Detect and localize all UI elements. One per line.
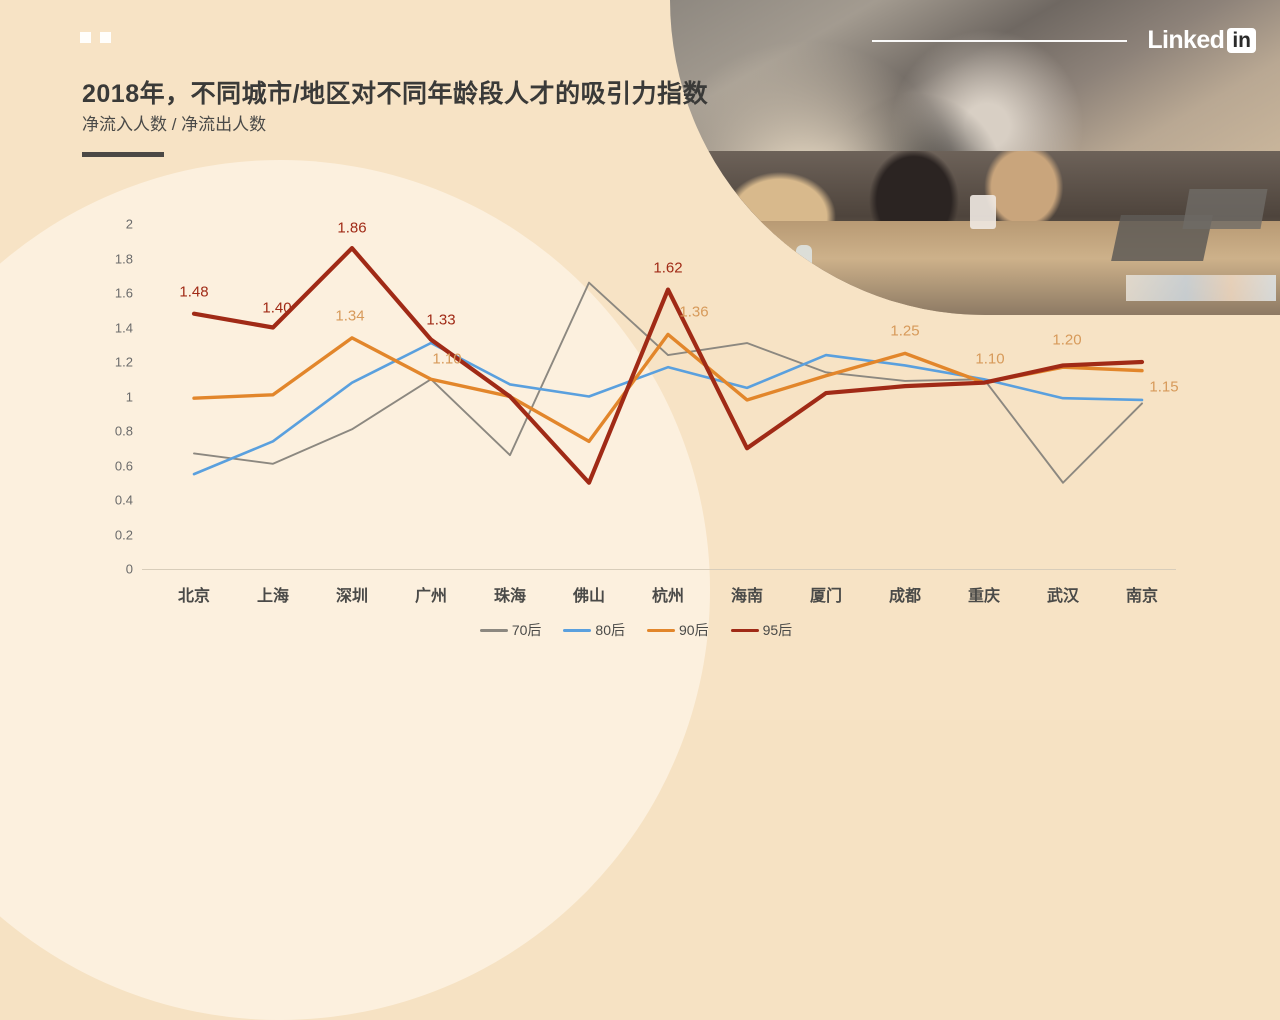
data-label: 1.40: [262, 299, 292, 316]
data-label: 1.25: [890, 322, 920, 340]
x-axis-label-深圳: 深圳: [335, 588, 369, 605]
title-underline-rule: [82, 152, 164, 157]
x-axis-label-成都: 成都: [888, 588, 922, 605]
legend-swatch-icon: [647, 628, 675, 632]
y-axis-tick: 1.2: [114, 354, 133, 370]
page-title: 2018年，不同城市/地区对不同年龄段人才的吸引力指数: [82, 80, 709, 108]
chart-baseline-axis: [142, 569, 1176, 570]
x-axis-label-珠海: 珠海: [493, 588, 527, 605]
legend-item-95后[interactable]: 95后: [730, 620, 793, 640]
decorative-dots: [80, 32, 111, 43]
decorative-dot-1: [80, 32, 91, 43]
series-line-80后: [192, 341, 1144, 476]
data-label: 1.33: [426, 311, 456, 329]
chart-x-axis-labels: 北京 上海 深圳 广州 珠海 佛山 杭州 海南 厦门 成都 重庆 武汉 南京: [142, 582, 1164, 616]
y-axis-tick: 1.8: [114, 251, 133, 266]
data-label: 1.36: [679, 303, 709, 321]
legend-swatch-icon: [563, 628, 592, 632]
data-label: 1.10: [975, 350, 1005, 368]
x-axis-label-海南: 海南: [730, 588, 764, 605]
photo-water-bottle: [796, 245, 812, 297]
y-axis-tick: 2: [125, 216, 133, 232]
series-line-95后: [191, 246, 1145, 485]
y-axis-tick: 1: [125, 389, 133, 404]
y-axis-tick: 0: [125, 561, 133, 577]
legend-label: 70后: [511, 622, 542, 638]
legend-swatch-icon: [730, 628, 759, 632]
legend-label: 80后: [595, 622, 625, 638]
data-label: 1.48: [179, 283, 209, 301]
chart-plot-area: 2 1.8 1.6 1.4 1.2 1 0.8 0.6 0.4 0.2 0 1.48 1.40 1.86 1…: [115, 217, 1179, 577]
hero-photo: [670, 0, 1280, 315]
legend-label: 95后: [762, 622, 793, 638]
x-axis-label-佛山: 佛山: [572, 588, 606, 605]
x-axis-label-上海: 上海: [256, 588, 290, 605]
legend-swatch-icon: [479, 628, 508, 632]
x-axis-label-北京: 北京: [177, 588, 211, 605]
data-label: 1.86: [337, 219, 367, 237]
y-axis-tick: 1.6: [114, 285, 133, 301]
x-axis-label-重庆: 重庆: [967, 588, 1001, 605]
legend-item-90后[interactable]: 90后: [647, 620, 709, 640]
x-axis-label-广州: 广州: [414, 588, 448, 605]
attractiveness-index-line-chart: 2 1.8 1.6 1.4 1.2 1 0.8 0.6 0.4 0.2 0 1.48 1.40 1.86 1…: [96, 210, 1179, 640]
legend-item-80后[interactable]: 80后: [563, 620, 625, 640]
x-axis-label-杭州: 杭州: [651, 588, 685, 605]
legend-label: 90后: [679, 622, 709, 638]
data-label: 1.34: [335, 307, 365, 325]
brand-name-text: Linked: [1147, 26, 1225, 54]
y-axis-tick: 0.2: [114, 527, 133, 542]
hero-photo-image: [670, 0, 1280, 315]
y-axis-tick: 0.4: [114, 492, 133, 508]
chart-lines-svg: [191, 246, 1145, 485]
x-axis-label-厦门: 厦门: [809, 588, 843, 605]
data-label: 1.62: [653, 259, 683, 277]
chart-legend: 70后 80后 90后 95后: [96, 620, 1176, 640]
y-axis-tick: 0.6: [114, 458, 133, 473]
x-axis-label-南京: 南京: [1125, 588, 1159, 605]
brand-rule: [872, 39, 1128, 42]
y-axis-tick: 1.4: [114, 320, 133, 335]
linkedin-logo: Linked in: [872, 26, 1256, 55]
data-label: 1.20: [1052, 331, 1082, 349]
y-axis-tick: 0.8: [114, 423, 133, 439]
photo-papers: [1126, 275, 1276, 301]
photo-coffee-cup: [970, 195, 996, 230]
data-label: 1.15: [1149, 378, 1179, 396]
photo-laptop-right: [1182, 189, 1268, 229]
x-axis-label-武汉: 武汉: [1046, 588, 1080, 605]
brand-wordmark: Linked in: [1147, 26, 1256, 55]
legend-item-70后[interactable]: 70后: [479, 620, 542, 640]
page-subtitle: 净流入人数 / 净流出人数: [82, 115, 267, 134]
decorative-dot-2: [100, 32, 111, 43]
brand-in-badge: in: [1227, 28, 1256, 53]
data-label: 1.10: [432, 350, 462, 368]
